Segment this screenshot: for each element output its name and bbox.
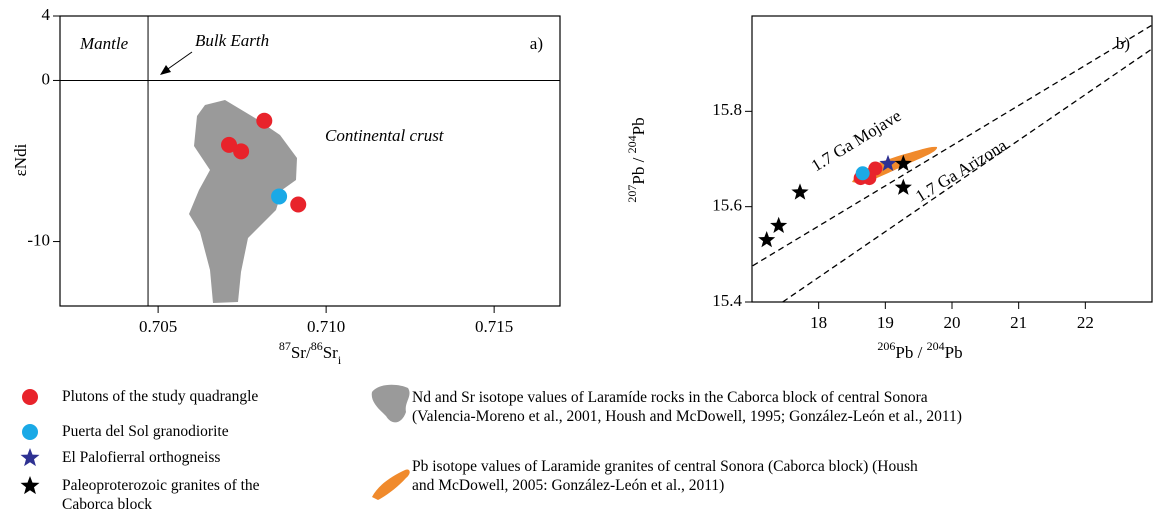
x-axis-label-part: i <box>338 353 342 367</box>
legend-marker <box>20 448 40 467</box>
panel-label: a) <box>530 34 543 53</box>
legend-field-label: Pb isotope values of Laramide granites o… <box>412 458 918 475</box>
star-point <box>758 231 776 248</box>
x-tick-label: 0.715 <box>475 317 513 336</box>
line-label: 1.7 Ga Arizona <box>912 135 1010 206</box>
x-tick-label: 22 <box>1077 313 1094 332</box>
legend-marker <box>20 476 40 495</box>
x-tick-label: 19 <box>877 313 894 332</box>
y-axis-label-part: 204 <box>625 135 639 153</box>
star-point <box>894 154 912 171</box>
x-tick-label: 21 <box>1010 313 1027 332</box>
y-axis-label: εNdi <box>11 143 30 176</box>
circle-point <box>290 196 307 213</box>
y-axis-label-part: 207 <box>625 185 639 203</box>
legend-label: Plutons of the study quadrangle <box>62 388 259 405</box>
isochron-line <box>782 48 1152 303</box>
y-axis-label-part: Pb / <box>629 153 648 184</box>
isotope-field <box>189 100 297 303</box>
legend-field-icon <box>372 469 410 500</box>
annotation: Continental crust <box>325 126 445 145</box>
y-tick-label: 15.8 <box>712 100 742 119</box>
x-axis-label: 87Sr/86Sri <box>279 339 342 367</box>
x-axis-label: 206Pb / 204Pb <box>877 339 962 362</box>
legend-marker <box>22 389 38 405</box>
x-axis-label-part: 206 <box>877 339 895 353</box>
legend-label: Puerta del Sol granodiorite <box>62 423 229 440</box>
y-tick-label: -10 <box>27 230 50 249</box>
y-axis-label-part: Pb <box>629 117 648 135</box>
x-tick-label: 0.705 <box>139 317 177 336</box>
x-axis-label-part: 87 <box>279 339 291 353</box>
legend-label: El Palofierral orthogneiss <box>62 449 221 466</box>
circle-point <box>256 112 273 129</box>
y-tick-label: 15.4 <box>712 291 742 310</box>
star-point <box>879 154 897 171</box>
circle-point <box>855 166 870 181</box>
y-axis-label: 207Pb / 204Pb <box>625 117 648 202</box>
x-tick-label: 0.710 <box>307 317 345 336</box>
circle-point <box>233 143 250 160</box>
x-axis-label-part: Pb / <box>895 343 926 362</box>
x-axis-label-part: 204 <box>927 339 945 353</box>
legend-label: Paleoproterozoic granites of the Caborca… <box>62 477 260 513</box>
x-tick-label: 18 <box>810 313 827 332</box>
x-axis-label-part: Pb <box>945 343 963 362</box>
legend-field-label: Nd and Sr isotope values of Laramíde roc… <box>412 389 928 406</box>
y-tick-label: 0 <box>42 69 51 88</box>
annotation: Mantle <box>79 34 129 53</box>
legend-field-icon <box>371 384 410 423</box>
y-axis-label-part: εNdi <box>11 143 30 176</box>
legend-marker <box>22 424 38 440</box>
circle-point <box>221 136 238 153</box>
x-tick-label: 20 <box>944 313 961 332</box>
star-point <box>791 183 809 200</box>
isochron-line <box>752 24 1152 267</box>
circle-point <box>271 188 288 205</box>
annotation: Bulk Earth <box>195 31 269 50</box>
legend-field-label: and McDowell, 2005: González-León et al.… <box>412 477 725 494</box>
legend-field-label: (Valencia-Moreno et al., 2001, Housh and… <box>412 408 962 425</box>
y-tick-label: 15.6 <box>712 196 742 215</box>
x-axis-label-part: 86 <box>311 339 323 353</box>
star-point <box>770 216 788 233</box>
x-axis-label-part: Sr/ <box>291 343 311 362</box>
y-tick-label: 4 <box>42 5 51 24</box>
arrow-shaft <box>164 51 193 72</box>
plot-frame <box>59 15 561 307</box>
star-point <box>894 178 912 195</box>
arrow-head <box>160 65 171 75</box>
x-axis-label-part: Sr <box>323 343 338 362</box>
